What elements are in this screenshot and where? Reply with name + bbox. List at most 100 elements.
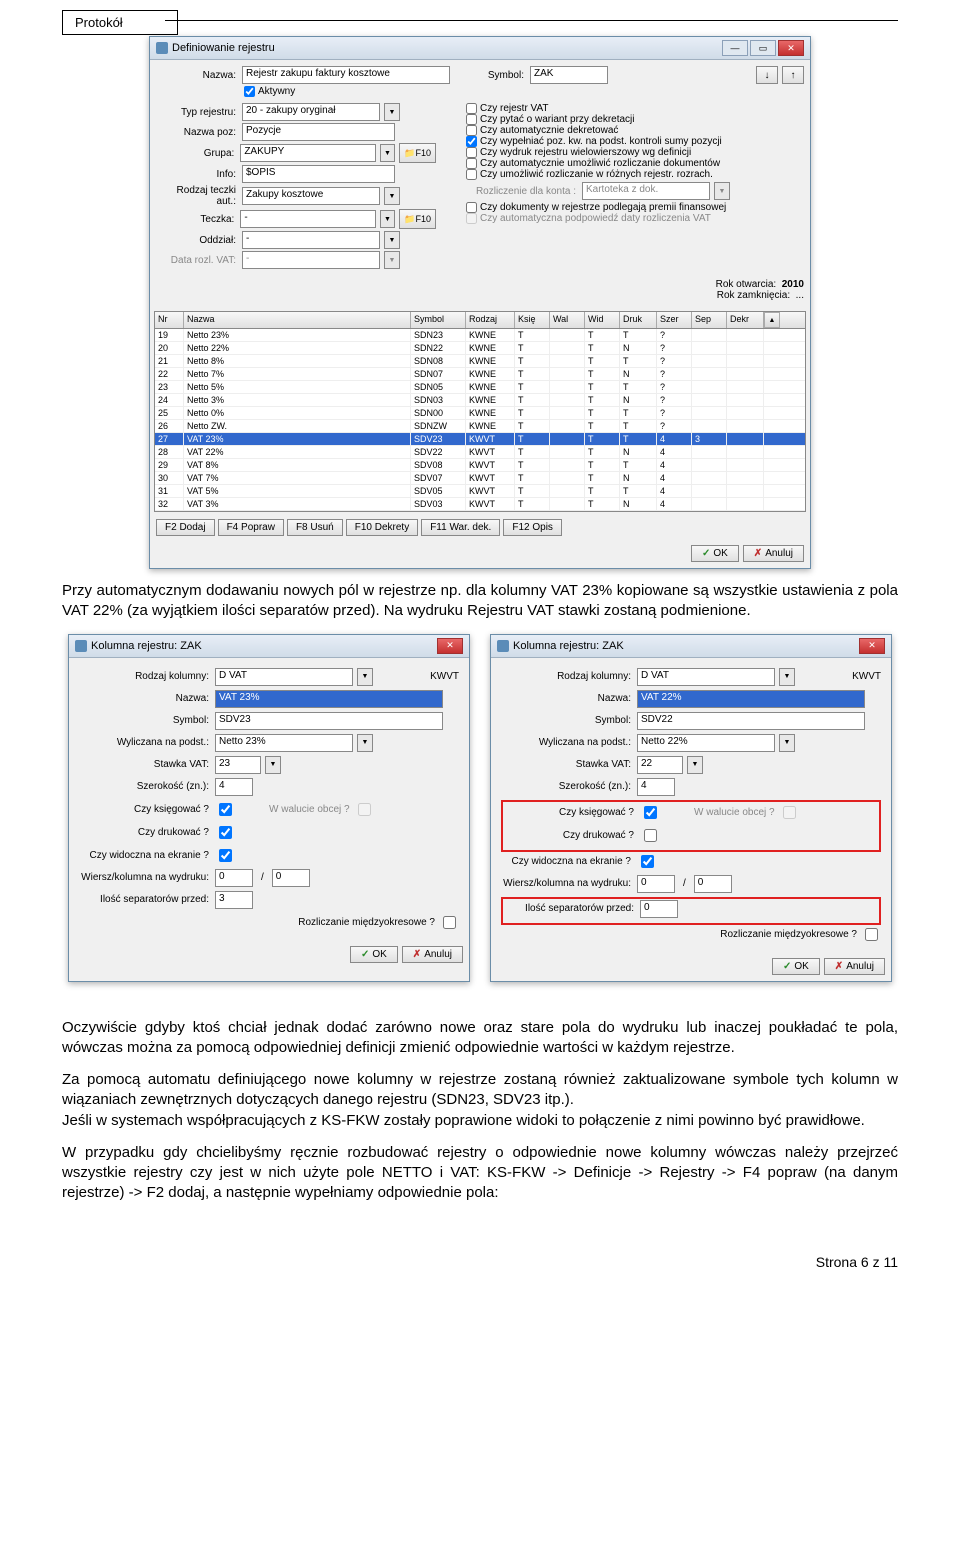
nazwa-input[interactable]: Rejestr zakupu faktury kosztowe <box>242 66 450 84</box>
cancel-button[interactable]: ✗Anuluj <box>402 946 463 963</box>
typ-select[interactable]: 20 - zakupy oryginał <box>242 103 380 121</box>
teczka-f10-button[interactable]: 📁F10 <box>399 209 436 229</box>
druk-checkbox[interactable] <box>219 826 232 839</box>
sep-input[interactable]: 3 <box>215 891 253 909</box>
table-row[interactable]: 26Netto ZW.SDNZWKWNETTT? <box>155 420 805 433</box>
col-header[interactable]: Nr <box>155 312 184 328</box>
aktywny-checkbox[interactable]: Aktywny <box>244 86 295 97</box>
window-title: Definiowanie rejestru <box>172 42 275 54</box>
col-header[interactable]: Sep <box>692 312 727 328</box>
table-row[interactable]: 19Netto 23%SDN23KWNETTT? <box>155 329 805 342</box>
close-button[interactable]: ✕ <box>437 638 463 654</box>
rok-zamkniecia-label: Rok zamknięcia: <box>717 290 790 301</box>
col-header[interactable]: Wid <box>585 312 620 328</box>
symbol-label: Symbol: <box>454 70 526 81</box>
teczka-select[interactable]: - <box>240 210 375 228</box>
dialog-right: Kolumna rejestru: ZAK✕Rodzaj kolumny:D V… <box>490 634 892 982</box>
minimize-button[interactable]: — <box>722 40 748 56</box>
rodz-label: Rodzaj teczki aut.: <box>156 185 238 207</box>
check-3[interactable]: Czy wypełniać poz. kw. na podst. kontrol… <box>466 136 786 147</box>
table-row[interactable]: 20Netto 22%SDN22KWNETTN? <box>155 342 805 355</box>
table-row[interactable]: 24Netto 3%SDN03KWNETTN? <box>155 394 805 407</box>
toolbar-button[interactable]: F4 Popraw <box>218 519 284 536</box>
widoczna-checkbox[interactable] <box>219 849 232 862</box>
col-header[interactable]: Księ <box>515 312 550 328</box>
columns-grid[interactable]: NrNazwaSymbolRodzajKsięWalWidDrukSzerSep… <box>154 311 806 512</box>
teczka-dropdown-icon[interactable]: ▼ <box>380 210 396 228</box>
table-row[interactable]: 29VAT 8%SDV08KWVTTTT4 <box>155 459 805 472</box>
cancel-button[interactable]: ✗Anuluj <box>743 545 804 562</box>
stawka-select[interactable]: 22 <box>637 756 683 774</box>
page-footer: Strona 6 z 11 <box>0 1246 960 1284</box>
table-row[interactable]: 27VAT 23%SDV23KWVTTTT43 <box>155 433 805 446</box>
toolbar-button[interactable]: F12 Opis <box>503 519 562 536</box>
up-button[interactable]: ↑ <box>782 66 804 84</box>
szer-input[interactable]: 4 <box>637 778 675 796</box>
cancel-button[interactable]: ✗Anuluj <box>824 958 885 975</box>
rozl-checkbox[interactable] <box>443 916 456 929</box>
check-0[interactable]: Czy rejestr VAT <box>466 103 786 114</box>
check-2[interactable]: Czy automatycznie dekretować <box>466 125 786 136</box>
scroll-up[interactable]: ▲ <box>764 312 780 328</box>
szer-input[interactable]: 4 <box>215 778 253 796</box>
rozl-checkbox[interactable] <box>865 928 878 941</box>
toolbar-button[interactable]: F8 Usuń <box>287 519 343 536</box>
rodzaj-select[interactable]: D VAT <box>215 668 353 686</box>
col-header[interactable]: Wal <box>550 312 585 328</box>
check-1[interactable]: Czy pytać o wariant przy dekretacji <box>466 114 786 125</box>
table-row[interactable]: 25Netto 0%SDN00KWNETTT? <box>155 407 805 420</box>
close-button[interactable]: ✕ <box>859 638 885 654</box>
table-row[interactable]: 32VAT 3%SDV03KWVTTTN4 <box>155 498 805 511</box>
col-header[interactable]: Szer <box>657 312 692 328</box>
druk-checkbox[interactable] <box>644 829 657 842</box>
rok-zamkniecia-value: ... <box>796 290 804 301</box>
ksieg-checkbox[interactable] <box>644 806 657 819</box>
oddzial-dropdown-icon[interactable]: ▼ <box>384 231 400 249</box>
symbol-input[interactable]: ZAK <box>530 66 608 84</box>
wylicz-select[interactable]: Netto 22% <box>637 734 775 752</box>
typ-dropdown-icon[interactable]: ▼ <box>384 103 400 121</box>
nazwa-input[interactable]: VAT 22% <box>637 690 865 708</box>
down-button[interactable]: ↓ <box>756 66 778 84</box>
check-5[interactable]: Czy automatycznie umożliwić rozliczanie … <box>466 158 786 169</box>
ok-button[interactable]: ✓OK <box>350 946 398 963</box>
toolbar-button[interactable]: F10 Dekrety <box>346 519 418 536</box>
rodz-dropdown-icon[interactable]: ▼ <box>384 187 400 205</box>
toolbar-button[interactable]: F11 War. dek. <box>421 519 500 536</box>
grupa-select[interactable]: ZAKUPY <box>240 144 375 162</box>
col-header[interactable]: Symbol <box>411 312 466 328</box>
table-row[interactable]: 21Netto 8%SDN08KWNETTT? <box>155 355 805 368</box>
col-header[interactable]: Druk <box>620 312 657 328</box>
grupa-dropdown-icon[interactable]: ▼ <box>380 144 396 162</box>
toolbar-button[interactable]: F2 Dodaj <box>156 519 215 536</box>
nazwa-input[interactable]: VAT 23% <box>215 690 443 708</box>
stawka-select[interactable]: 23 <box>215 756 261 774</box>
col-header[interactable]: Dekr <box>727 312 764 328</box>
check-6[interactable]: Czy umożliwić rozliczanie w różnych reje… <box>466 169 786 180</box>
symbol-input[interactable]: SDV23 <box>215 712 443 730</box>
table-row[interactable]: 28VAT 22%SDV22KWVTTTN4 <box>155 446 805 459</box>
grupa-f10-button[interactable]: 📁F10 <box>399 143 436 163</box>
col-header[interactable]: Rodzaj <box>466 312 515 328</box>
main-window: Definiowanie rejestru — ▭ ✕ Nazwa: Rejes… <box>149 36 811 569</box>
rodzaj-select[interactable]: D VAT <box>637 668 775 686</box>
nazwapoz-input[interactable]: Pozycje <box>242 123 395 141</box>
table-row[interactable]: 22Netto 7%SDN07KWNETTN? <box>155 368 805 381</box>
maximize-button[interactable]: ▭ <box>750 40 776 56</box>
wylicz-select[interactable]: Netto 23% <box>215 734 353 752</box>
close-button[interactable]: ✕ <box>778 40 804 56</box>
col-header[interactable]: Nazwa <box>184 312 411 328</box>
ksieg-checkbox[interactable] <box>219 803 232 816</box>
widoczna-checkbox[interactable] <box>641 855 654 868</box>
symbol-input[interactable]: SDV22 <box>637 712 865 730</box>
info-input[interactable]: $OPIS <box>242 165 395 183</box>
ok-button[interactable]: ✓OK <box>691 545 739 562</box>
table-row[interactable]: 30VAT 7%SDV07KWVTTTN4 <box>155 472 805 485</box>
table-row[interactable]: 23Netto 5%SDN05KWNETTT? <box>155 381 805 394</box>
ok-button[interactable]: ✓OK <box>772 958 820 975</box>
sep-input[interactable]: 0 <box>640 900 678 918</box>
rodz-select[interactable]: Zakupy kosztowe <box>242 187 380 205</box>
oddzial-select[interactable]: - <box>242 231 380 249</box>
table-row[interactable]: 31VAT 5%SDV05KWVTTTT4 <box>155 485 805 498</box>
check-4[interactable]: Czy wydruk rejestru wielowierszowy wg de… <box>466 147 786 158</box>
